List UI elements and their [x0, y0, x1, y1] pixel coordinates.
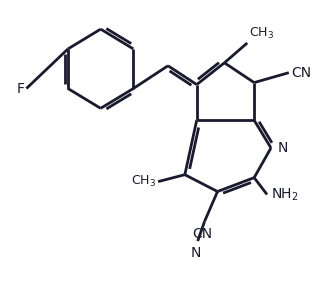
Text: NH$_2$: NH$_2$	[271, 186, 299, 203]
Text: N: N	[278, 141, 288, 155]
Text: CN: CN	[291, 66, 311, 80]
Text: CN: CN	[193, 227, 213, 241]
Text: CH$_3$: CH$_3$	[131, 174, 156, 189]
Text: F: F	[16, 82, 24, 95]
Text: N: N	[191, 246, 201, 260]
Text: CH$_3$: CH$_3$	[249, 26, 274, 41]
